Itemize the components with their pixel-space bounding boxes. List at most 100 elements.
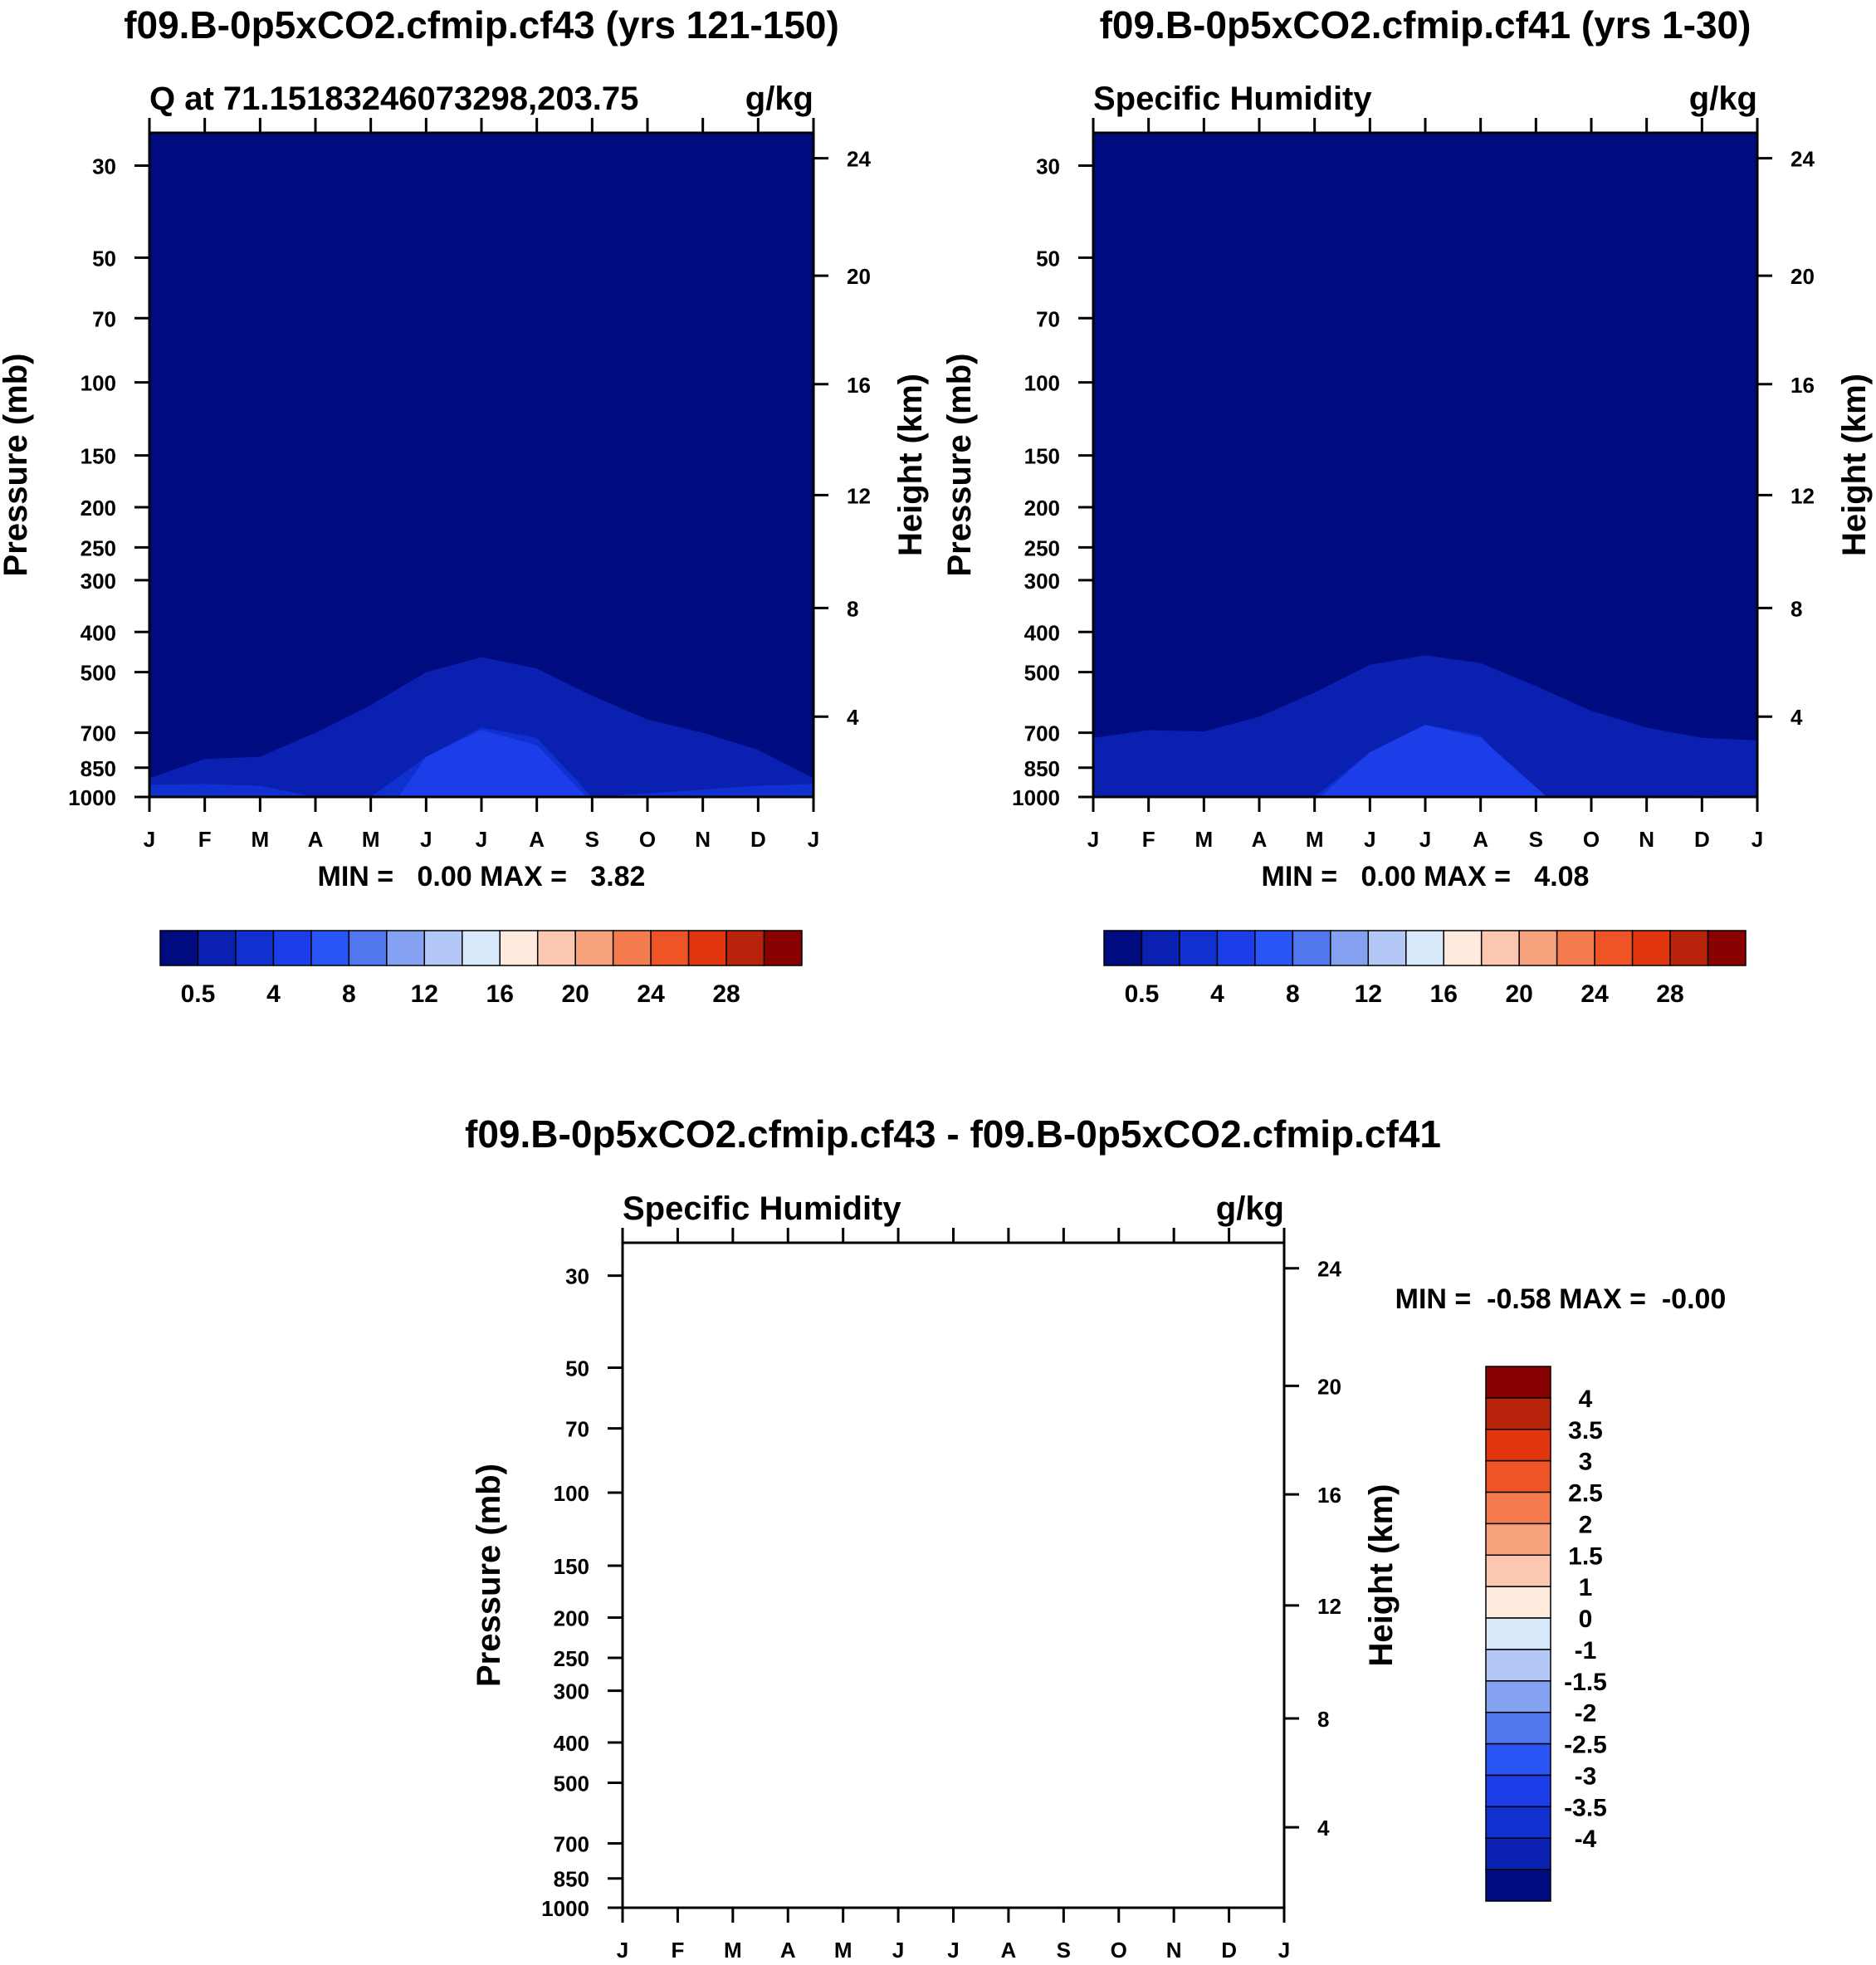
colorbar-box — [159, 930, 199, 966]
y-tick-label: 400 — [554, 1731, 589, 1756]
x-tick-label: J — [1751, 827, 1763, 852]
colorbar-label: -1.5 — [1564, 1669, 1607, 1696]
colorbar-box — [1405, 930, 1444, 966]
colorbar-box — [763, 930, 803, 966]
y-tick-label: 100 — [81, 371, 116, 396]
colorbar-box — [1594, 930, 1634, 966]
panel-title: f09.B-0p5xCO2.cfmip.cf43 - f09.B-0p5xCO2… — [465, 1112, 1441, 1156]
panel-title: f09.B-0p5xCO2.cfmip.cf41 (yrs 1-30) — [1100, 3, 1751, 46]
y-tick-label: 50 — [92, 246, 116, 271]
x-tick-label: S — [1057, 1938, 1071, 1963]
colorbar: 4 3.5 3 2.5 2 1.5 1 0 -1 -1.5 -2 -2.5 -3 -3.5 -4 — [1485, 1366, 1607, 1902]
y-right-tick-label: 12 — [1317, 1594, 1341, 1619]
colorbar-box — [1518, 930, 1558, 966]
colorbar-box — [1485, 1837, 1551, 1870]
y-tick-label: 250 — [1024, 535, 1060, 560]
colorbar-label: 24 — [1580, 980, 1609, 1008]
min-max-readout: MIN = 0.00 MAX = 4.08 — [1262, 861, 1590, 892]
y-right-tick-label: 4 — [847, 705, 859, 730]
x-tick-label: O — [1111, 1938, 1127, 1963]
y-tick-label: 70 — [565, 1417, 589, 1442]
colorbar-label: 1 — [1579, 1574, 1593, 1601]
x-tick-label: D — [1221, 1938, 1237, 1963]
x-tick-label: F — [671, 1938, 684, 1963]
colorbar-box — [1485, 1711, 1551, 1745]
min-max-readout: MIN = -0.58 MAX = -0.00 — [1395, 1283, 1727, 1315]
colorbar-label: -2.5 — [1564, 1732, 1607, 1759]
panel-top-left: f09.B-0p5xCO2.cfmip.cf43 (yrs 121-150) Q … — [0, 3, 929, 1008]
x-tick-label: A — [308, 827, 324, 852]
colorbar-label: 8 — [342, 980, 356, 1008]
y-tick-label: 500 — [1024, 661, 1060, 686]
colorbar-label: -2 — [1575, 1700, 1597, 1728]
colorbar-box — [574, 930, 614, 966]
y-tick-label: 30 — [1036, 154, 1060, 179]
colorbar-label: 4 — [1579, 1386, 1593, 1413]
colorbar-box — [1480, 930, 1520, 966]
y-tick-label: 100 — [554, 1481, 589, 1506]
y-tick-label: 50 — [1036, 246, 1060, 271]
y-tick-label: 400 — [1024, 620, 1060, 645]
y-tick-label: 400 — [81, 620, 116, 645]
panel-subtitle-right: g/kg — [745, 81, 813, 117]
colorbar-box — [1443, 930, 1483, 966]
y-right-axis-label: Height (km) — [892, 374, 929, 556]
y-right-tick-label: 24 — [1317, 1257, 1341, 1282]
x-tick-label: J — [808, 827, 819, 852]
colorbar-box — [235, 930, 275, 966]
colorbar-label: 0 — [1579, 1606, 1593, 1633]
y-right-tick-label: 20 — [1317, 1374, 1341, 1399]
colorbar: 0.5 4 8 12 16 20 24 28 — [159, 930, 803, 1008]
y-tick-label: 200 — [81, 496, 116, 521]
colorbar-box — [1485, 1459, 1551, 1493]
y-tick-label: 100 — [1024, 371, 1060, 396]
y-tick-label: 250 — [554, 1646, 589, 1671]
y-tick-label: 300 — [81, 569, 116, 594]
colorbar-label: 24 — [637, 980, 665, 1008]
colorbar-label: -1 — [1575, 1637, 1597, 1664]
colorbar-box — [1141, 930, 1180, 966]
x-tick-label: M — [724, 1938, 742, 1963]
x-tick-label: A — [1252, 827, 1268, 852]
colorbar-box — [1103, 930, 1143, 966]
y-tick-label: 30 — [565, 1264, 589, 1289]
x-tick-label: M — [362, 827, 380, 852]
y-axis-label: Pressure (mb) — [941, 354, 978, 577]
y-tick-label: 700 — [1024, 721, 1060, 746]
y-tick-label: 1000 — [1012, 785, 1060, 810]
y-right-tick-label: 24 — [1791, 147, 1815, 172]
colorbar-box — [1179, 930, 1219, 966]
colorbar-label: 16 — [1430, 980, 1458, 1008]
y-tick-label: 70 — [1036, 306, 1060, 331]
y-tick-label: 70 — [92, 306, 116, 331]
colorbar-box — [423, 930, 463, 966]
x-tick-label: D — [750, 827, 766, 852]
colorbar-box — [272, 930, 312, 966]
colorbar-box — [1485, 1869, 1551, 1902]
colorbar-label: 3 — [1579, 1449, 1593, 1476]
colorbar-box — [462, 930, 501, 966]
colorbar-box — [687, 930, 727, 966]
colorbar-box — [1485, 1617, 1551, 1650]
colorbar-label: 0.5 — [181, 980, 216, 1008]
y-right-tick-label: 12 — [1791, 483, 1815, 508]
y-tick-label: 50 — [565, 1356, 589, 1381]
y-tick-label: 150 — [554, 1554, 589, 1579]
colorbar-box — [1485, 1523, 1551, 1557]
colorbar-label: -4 — [1575, 1826, 1597, 1853]
x-tick-label: J — [476, 827, 487, 852]
colorbar-box — [1485, 1429, 1551, 1462]
colorbar-box — [1485, 1806, 1551, 1839]
x-tick-label: A — [780, 1938, 796, 1963]
y-right-tick-label: 16 — [1791, 373, 1815, 398]
colorbar-box — [1485, 1366, 1551, 1399]
colorbar-box — [310, 930, 350, 966]
colorbar-box — [386, 930, 426, 966]
y-tick-label: 300 — [1024, 569, 1060, 594]
x-tick-label: J — [1419, 827, 1431, 852]
min-max-readout: MIN = 0.00 MAX = 3.82 — [318, 861, 646, 892]
contour-fill-level-0 — [149, 657, 813, 797]
colorbar-box — [1485, 1586, 1551, 1619]
panel-title: f09.B-0p5xCO2.cfmip.cf43 (yrs 121-150) — [124, 3, 839, 46]
panel-top-right: f09.B-0p5xCO2.cfmip.cf41 (yrs 1-30) Speci… — [941, 3, 1873, 1008]
